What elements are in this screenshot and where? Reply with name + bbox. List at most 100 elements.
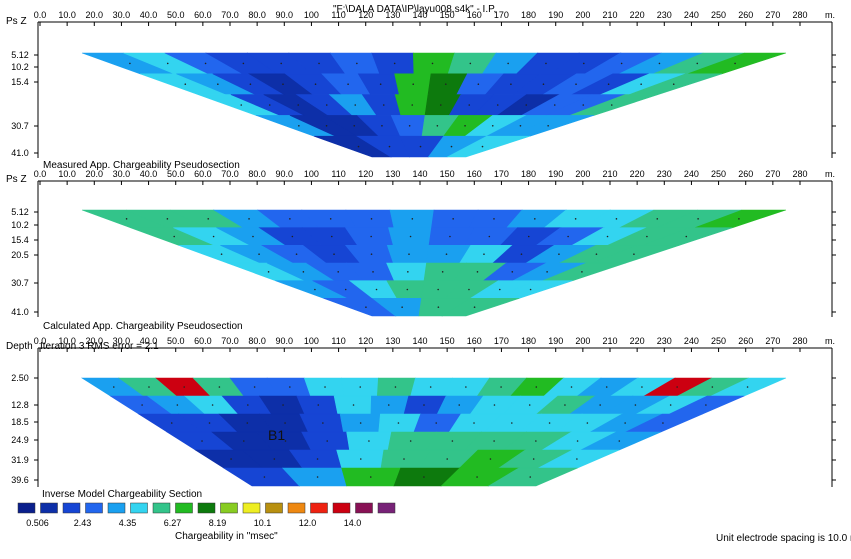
x-tick-label: 90.0 (276, 169, 294, 179)
data-point (493, 404, 496, 406)
x-unit-label: m. (825, 10, 835, 20)
y-tick-label: 15.4 (11, 235, 29, 245)
x-tick-label: 50.0 (167, 336, 185, 346)
x-tick-label: 280 (792, 10, 807, 20)
x-tick-label: 250 (711, 169, 726, 179)
x-tick-label: 240 (684, 169, 699, 179)
data-point (141, 404, 143, 406)
data-point (284, 422, 286, 424)
data-point (173, 235, 175, 238)
y-tick-label: 10.2 (11, 62, 29, 72)
data-point (359, 458, 362, 460)
legend-label: 4.35 (119, 518, 137, 528)
x-tick-label: 230 (657, 169, 672, 179)
data-point (249, 83, 252, 85)
x-tick-label: 40.0 (140, 169, 158, 179)
y-tick-label: 5.12 (11, 50, 29, 60)
data-point (595, 253, 598, 255)
data-point (330, 235, 333, 238)
x-tick-label: 150 (440, 336, 455, 346)
section-cell (487, 467, 578, 487)
data-point (599, 404, 601, 406)
data-point (325, 104, 328, 106)
x-tick-label: 140 (412, 10, 427, 20)
legend-swatch (355, 502, 373, 514)
data-point (406, 288, 409, 291)
x-tick-label: 100 (304, 169, 319, 179)
x-unit-label: m. (825, 336, 835, 346)
y-tick-label: 2.50 (11, 373, 29, 383)
y-tick-label: 24.9 (11, 435, 29, 445)
data-point (291, 235, 294, 238)
x-tick-label: 10.0 (58, 10, 76, 20)
data-point (445, 253, 448, 255)
legend-swatch (265, 502, 283, 514)
x-tick-label: 110 (331, 169, 345, 179)
data-point (370, 235, 372, 238)
legend-swatch (62, 502, 81, 514)
data-point (329, 218, 332, 220)
legend-label: 12.0 (299, 518, 317, 528)
x-tick-label: 240 (684, 10, 699, 20)
data-point (344, 288, 347, 291)
data-point (436, 125, 439, 127)
data-point (263, 476, 266, 478)
y-tick-label: 18.5 (11, 417, 29, 427)
data-point (634, 404, 637, 406)
x-tick-label: 30.0 (113, 10, 131, 20)
x-tick-label: 190 (548, 169, 563, 179)
x-tick-label: 220 (630, 336, 645, 346)
legend-label: 2.43 (74, 518, 92, 528)
data-point (248, 218, 250, 220)
data-point (441, 271, 444, 273)
data-point (553, 104, 556, 106)
data-point (379, 83, 382, 85)
data-point (493, 440, 495, 442)
legend-swatch (220, 502, 238, 514)
data-point (451, 440, 454, 442)
y-tick-label: 30.7 (11, 121, 29, 131)
x-tick-label: 230 (657, 10, 672, 20)
data-point (633, 253, 635, 255)
legend-label: 14.0 (344, 518, 362, 528)
window-title: "F:\DALA DATA\IP\layu008.s4k" - I.P. (333, 4, 497, 15)
data-point (696, 62, 699, 65)
data-point (207, 218, 210, 220)
data-point (409, 440, 412, 442)
data-point (510, 83, 512, 85)
data-point (409, 235, 412, 238)
data-point (662, 422, 664, 424)
data-point (558, 253, 560, 255)
section-cell (412, 52, 456, 75)
x-tick-label: 70.0 (221, 10, 239, 20)
data-point (282, 404, 284, 406)
section-cell (441, 298, 520, 317)
x-tick-label: 250 (711, 336, 726, 346)
data-point (469, 62, 472, 65)
footer-note: Unit electrode spacing is 10.0 m. (716, 533, 851, 544)
panel2-axis-label: Ps Z (6, 174, 27, 185)
data-point (176, 404, 179, 406)
x-tick-label: 20.0 (86, 169, 104, 179)
x-tick-label: 30.0 (113, 336, 131, 346)
data-point (711, 386, 714, 388)
data-point (356, 62, 358, 65)
data-point (129, 62, 131, 65)
data-point (439, 104, 442, 106)
x-tick-label: 280 (792, 169, 807, 179)
data-point (201, 440, 203, 442)
x-tick-label: 150 (440, 169, 455, 179)
data-point (640, 83, 642, 85)
data-point (476, 271, 479, 273)
data-point (220, 253, 223, 255)
data-point (734, 62, 736, 65)
data-point (510, 422, 513, 424)
data-point (401, 306, 403, 308)
data-point (489, 458, 492, 460)
iteration-text: Iteration 3 RMS error = 2.1 (40, 341, 159, 352)
data-point (437, 288, 439, 291)
data-point (532, 458, 535, 460)
data-point (322, 422, 324, 424)
data-point (542, 83, 545, 85)
data-point (705, 404, 707, 406)
